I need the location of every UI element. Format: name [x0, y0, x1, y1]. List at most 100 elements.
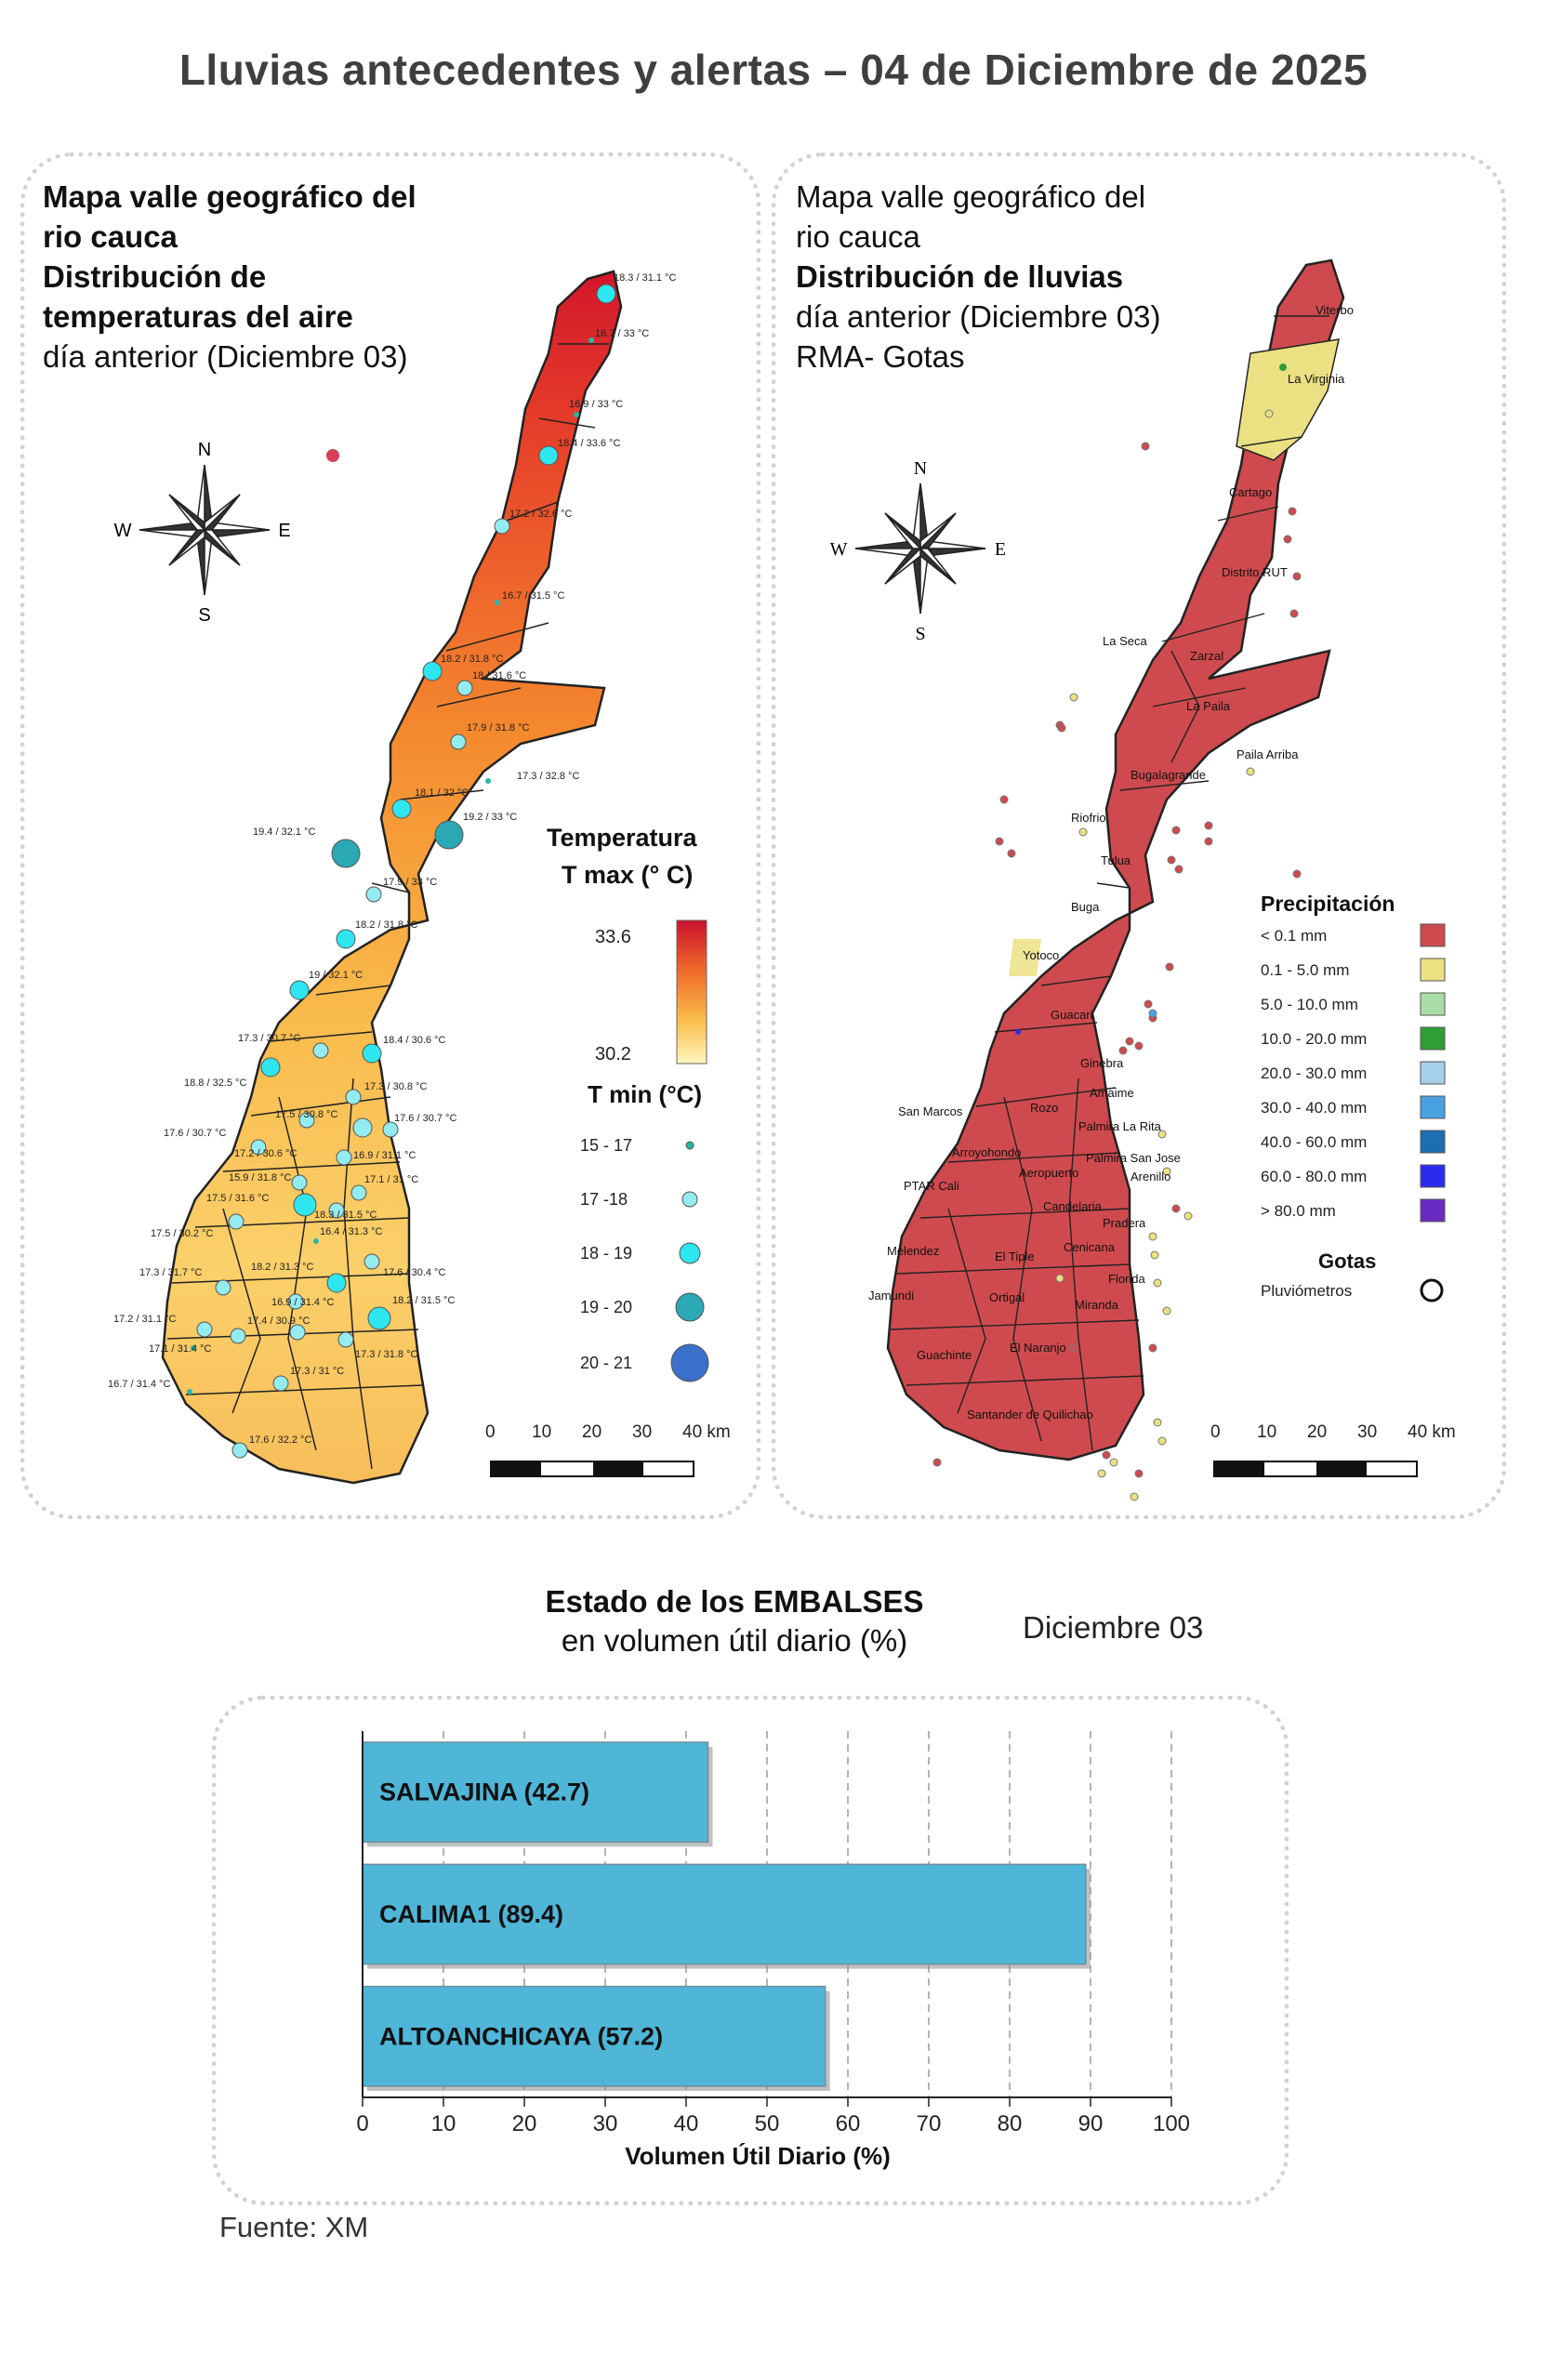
- station-label: 17.6 / 32.2 °C: [249, 1435, 311, 1446]
- place-label: Rozo: [1030, 1101, 1058, 1115]
- scale-label: 20: [1307, 1422, 1327, 1442]
- scale-bar: 0 10 20 30 40 km: [485, 1422, 731, 1477]
- temperature-stations: [187, 284, 616, 1459]
- temperature-panel-title: Mapa valle geográfico del rio cauca Dist…: [43, 177, 416, 377]
- station-label: 17.2 / 31.1 °C: [113, 1314, 176, 1325]
- tmin-class-label: 17 -18: [580, 1190, 628, 1209]
- compass-s: S: [915, 624, 925, 644]
- reservoirs-title-sub: en volumen útil diario (%): [561, 1623, 908, 1658]
- rain-map: Viterbo La Virginia Cartago Distrito RUT…: [868, 258, 1456, 1501]
- rain-panel-title: Mapa valle geográfico del rio cauca Dist…: [796, 177, 1161, 377]
- place-label: Melendez: [887, 1244, 939, 1258]
- precip-class-label: > 80.0 mm: [1261, 1202, 1336, 1220]
- place-label: Arenillo: [1130, 1170, 1170, 1183]
- station-label: 18.2 / 31.5 °C: [392, 1295, 455, 1306]
- reservoirs-title-bold: Estado de los EMBALSES: [545, 1584, 924, 1619]
- title-subtitle: RMA- Gotas: [796, 339, 965, 374]
- page-title: Lluvias antecedentes y alertas – 04 de D…: [178, 46, 1368, 94]
- station-label: 17.6 / 30.7 °C: [164, 1128, 226, 1139]
- bar: [362, 1985, 826, 2087]
- station-label: 16.9 / 31.1 °C: [353, 1150, 416, 1161]
- compass-rose-icon: N S E W: [114, 440, 291, 626]
- place-label: Viterbo: [1316, 303, 1354, 317]
- place-label: Santander de Quilichao: [967, 1408, 1093, 1421]
- station-label: 18.1 / 32 °C: [415, 787, 469, 799]
- precip-class-swatch: [1420, 1164, 1446, 1188]
- station-label: 18.4 / 33.6 °C: [558, 438, 620, 449]
- temperature-map: 18.3 / 31.1 °C 16.7 / 33 °C 16.9 / 33 °C…: [108, 270, 731, 1485]
- station-label: 17.9 / 33 °C: [383, 877, 437, 888]
- station-label: 19.2 / 33 °C: [463, 812, 517, 823]
- reservoirs-title: Estado de los EMBALSES en volumen útil d…: [483, 1582, 985, 1660]
- precip-class-label: < 0.1 mm: [1261, 927, 1327, 945]
- scale-label: 20: [582, 1422, 602, 1442]
- place-label: Aeropuerto: [1019, 1166, 1078, 1180]
- station-label: 18.8 / 32.5 °C: [184, 1078, 246, 1089]
- bar-label: SALVAJINA (42.7): [379, 1778, 589, 1806]
- title-line: temperaturas del aire: [43, 299, 353, 334]
- precip-class-label: 60.0 - 80.0 mm: [1261, 1168, 1367, 1185]
- x-tick-label: 0: [356, 2111, 368, 2136]
- x-tick-label: 20: [512, 2111, 537, 2136]
- station-label: 17.6 / 30.4 °C: [383, 1267, 445, 1278]
- precip-class-label: 10.0 - 20.0 mm: [1261, 1030, 1367, 1048]
- title-bold: Distribución de lluvias: [796, 259, 1124, 294]
- legend-title: Temperatura: [547, 824, 698, 852]
- place-label: Guacari: [1051, 1008, 1093, 1022]
- station-label: 16.9 / 31.4 °C: [271, 1297, 334, 1308]
- rain-gauge-icon: [1420, 1278, 1444, 1302]
- reservoirs-date: Diciembre 03: [1023, 1610, 1204, 1645]
- station-label: 18.2 / 31.3 °C: [251, 1262, 313, 1273]
- tmin-class-symbol: [681, 1191, 698, 1208]
- x-tick-label: 90: [1078, 2111, 1104, 2136]
- compass-e: E: [995, 539, 1006, 560]
- place-label: Tulua: [1101, 853, 1131, 867]
- precip-class-label: 20.0 - 30.0 mm: [1261, 1064, 1367, 1082]
- legend-title: Precipitación: [1261, 892, 1395, 916]
- precip-class-swatch: [1420, 1198, 1446, 1223]
- bar-label: ALTOANCHICAYA (57.2): [379, 2022, 663, 2050]
- place-label: Paila Arriba: [1236, 747, 1299, 761]
- legend-subtitle: T max (° C): [562, 861, 693, 889]
- place-label: Arroyohondo: [952, 1145, 1021, 1159]
- scale-bar: 0 10 20 30 40 km: [1210, 1422, 1456, 1477]
- scale-label: 0: [485, 1422, 496, 1442]
- temperature-map-panel: [20, 152, 760, 1519]
- place-label: El Naranjo: [1010, 1341, 1066, 1355]
- place-label: El Tiple: [995, 1250, 1035, 1263]
- station-label: 16.7 / 33 °C: [595, 328, 649, 339]
- source-note: Fuente: XM: [219, 2211, 369, 2243]
- precip-class-swatch: [1420, 1095, 1446, 1119]
- precip-class-label: 40.0 - 60.0 mm: [1261, 1133, 1367, 1151]
- station-label: 19.4 / 32.1 °C: [253, 826, 315, 838]
- station-label: 17.3 / 30.8 °C: [364, 1081, 427, 1092]
- station-label: 18.3 / 31.5 °C: [314, 1210, 377, 1221]
- title-line: rio cauca: [43, 219, 178, 254]
- compass-e: E: [278, 521, 290, 541]
- compass-n: N: [198, 440, 211, 460]
- gotas-title: Gotas: [1318, 1250, 1376, 1273]
- bar: [362, 1741, 709, 1844]
- place-label: Yotoco: [1023, 948, 1059, 962]
- place-label: La Paila: [1186, 699, 1231, 713]
- station-label: 15.9 / 31.8 °C: [229, 1172, 291, 1183]
- tmax-high-label: 33.6: [595, 927, 631, 947]
- precip-class-swatch: [1420, 1130, 1446, 1154]
- place-label: Palmira La Rita: [1078, 1119, 1162, 1133]
- bar-label: CALIMA1 (89.4): [379, 1900, 563, 1928]
- place-label: San Marcos: [898, 1104, 963, 1118]
- x-axis-title: Volumen Útil Diario (%): [625, 2142, 891, 2170]
- place-labels: Viterbo La Virginia Cartago Distrito RUT…: [868, 303, 1354, 1421]
- precip-class-swatch: [1420, 923, 1446, 947]
- place-label: Miranda: [1075, 1298, 1119, 1312]
- precip-class-swatch: [1420, 992, 1446, 1016]
- place-label: La Virginia: [1288, 372, 1345, 386]
- place-label: Amaime: [1090, 1086, 1134, 1100]
- place-label: Cenicana: [1064, 1240, 1116, 1254]
- place-label: Jamundi: [868, 1289, 914, 1302]
- x-tick-label: 30: [593, 2111, 618, 2136]
- precip-class-swatch: [1420, 1061, 1446, 1085]
- station-label: 18.3 / 31.1 °C: [614, 272, 676, 284]
- precip-class-label: 5.0 - 10.0 mm: [1261, 996, 1358, 1013]
- place-label: La Seca: [1103, 634, 1147, 648]
